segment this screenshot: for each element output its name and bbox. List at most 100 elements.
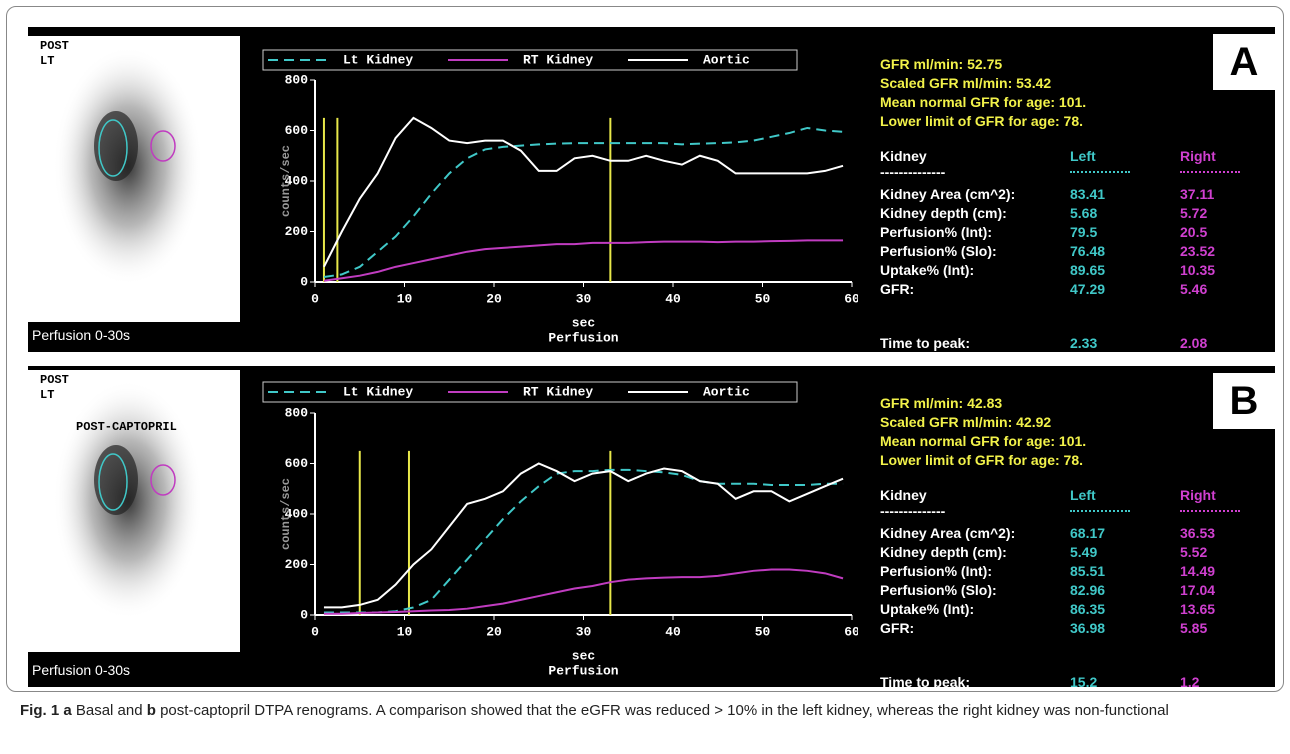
header-cell: Left bbox=[1070, 147, 1096, 165]
table-cell: Kidney depth (cm): bbox=[880, 204, 1007, 222]
table-cell: Uptake% (Int): bbox=[880, 261, 974, 279]
y-tick-label: 200 bbox=[285, 224, 309, 239]
gfr-line: Mean normal GFR for age: 101. bbox=[880, 93, 1086, 112]
header-cell: Right bbox=[1180, 486, 1216, 504]
table-cell: 17.04 bbox=[1180, 581, 1215, 599]
x-tick-label: 30 bbox=[576, 291, 592, 306]
x-tick-label: 10 bbox=[397, 624, 413, 639]
caption-b: b bbox=[147, 702, 156, 719]
table-cell: Uptake% (Int): bbox=[880, 600, 974, 618]
table-cell: 2.33 bbox=[1070, 334, 1097, 352]
divider: -------------- bbox=[880, 163, 945, 181]
table-cell: Perfusion% (Int): bbox=[880, 562, 992, 580]
divider-left bbox=[1070, 171, 1130, 173]
table-cell: 5.72 bbox=[1180, 204, 1207, 222]
caption-text: post-captopril DTPA renograms. A compari… bbox=[160, 702, 1169, 719]
legend-label: RT Kidney bbox=[523, 52, 593, 67]
chart: 02004006008000102030405060secPerfusionco… bbox=[258, 366, 858, 687]
divider-right bbox=[1180, 171, 1240, 173]
table-cell: 13.65 bbox=[1180, 600, 1215, 618]
caption-a: a bbox=[63, 702, 71, 719]
x-tick-label: 0 bbox=[311, 291, 319, 306]
scan-graphic bbox=[28, 36, 240, 322]
y-axis-label: counts/sec bbox=[279, 145, 293, 217]
series-line bbox=[324, 240, 843, 280]
table-cell: 1.2 bbox=[1180, 673, 1199, 691]
table-cell: 47.29 bbox=[1070, 280, 1105, 298]
table-cell: 86.35 bbox=[1070, 600, 1105, 618]
table-cell: 5.49 bbox=[1070, 543, 1097, 561]
gfr-line: Scaled GFR ml/min: 53.42 bbox=[880, 74, 1086, 93]
y-tick-label: 0 bbox=[300, 274, 308, 289]
table-cell: Perfusion% (Int): bbox=[880, 223, 992, 241]
caption: Fig. 1 a Basal and b post-captopril DTPA… bbox=[20, 700, 1270, 722]
gfr-line: Lower limit of GFR for age: 78. bbox=[880, 112, 1086, 131]
gfr-line: GFR ml/min: 52.75 bbox=[880, 55, 1086, 74]
chart-subtitle: Perfusion bbox=[548, 663, 618, 678]
table-cell: 85.51 bbox=[1070, 562, 1105, 580]
x-tick-label: 50 bbox=[755, 291, 771, 306]
legend-label: Lt Kidney bbox=[343, 52, 413, 67]
image-caption: Perfusion 0-30s bbox=[32, 662, 130, 678]
x-tick-label: 60 bbox=[844, 624, 858, 639]
table-cell: GFR: bbox=[880, 280, 914, 298]
series-line bbox=[324, 128, 843, 277]
image-label: POST bbox=[40, 39, 69, 54]
legend-label: Aortic bbox=[703, 52, 750, 67]
table-cell: 2.08 bbox=[1180, 334, 1207, 352]
table-cell: 10.35 bbox=[1180, 261, 1215, 279]
y-tick-label: 600 bbox=[285, 123, 309, 138]
chart: 02004006008000102030405060secPerfusionco… bbox=[258, 27, 858, 352]
x-tick-label: 40 bbox=[665, 624, 681, 639]
table-cell: Time to peak: bbox=[880, 673, 970, 691]
x-tick-label: 30 bbox=[576, 624, 592, 639]
panel-letter: A bbox=[1213, 34, 1275, 90]
image-caption: Perfusion 0-30s bbox=[32, 327, 130, 343]
divider-right bbox=[1180, 510, 1240, 512]
kidney bbox=[94, 111, 138, 181]
image-label: LT bbox=[40, 388, 54, 403]
x-tick-label: 20 bbox=[486, 624, 502, 639]
table-cell: 76.48 bbox=[1070, 242, 1105, 260]
y-tick-label: 800 bbox=[285, 72, 309, 87]
table-cell: Time to peak: bbox=[880, 334, 970, 352]
table-cell: 82.96 bbox=[1070, 581, 1105, 599]
table-cell: 68.17 bbox=[1070, 524, 1105, 542]
table-cell: 83.41 bbox=[1070, 185, 1105, 203]
divider-left bbox=[1070, 510, 1130, 512]
table-cell: 15.2 bbox=[1070, 673, 1097, 691]
gfr-line: Lower limit of GFR for age: 78. bbox=[880, 451, 1086, 470]
header-cell: Right bbox=[1180, 147, 1216, 165]
x-tick-label: 40 bbox=[665, 291, 681, 306]
table-cell: 5.85 bbox=[1180, 619, 1207, 637]
table-cell: Kidney Area (cm^2): bbox=[880, 524, 1015, 542]
table-cell: Kidney Area (cm^2): bbox=[880, 185, 1015, 203]
caption-text: Basal and bbox=[76, 702, 143, 719]
legend-label: RT Kidney bbox=[523, 384, 593, 399]
y-axis-label: counts/sec bbox=[279, 478, 293, 550]
header-cell: Left bbox=[1070, 486, 1096, 504]
series-line bbox=[324, 118, 843, 267]
table-cell: 89.65 bbox=[1070, 261, 1105, 279]
table-cell: 79.5 bbox=[1070, 223, 1097, 241]
panel-letter: B bbox=[1213, 373, 1275, 429]
gfr-line: GFR ml/min: 42.83 bbox=[880, 394, 1086, 413]
x-tick-label: 0 bbox=[311, 624, 319, 639]
x-axis-label: sec bbox=[572, 315, 596, 330]
table-cell: 20.5 bbox=[1180, 223, 1207, 241]
x-tick-label: 60 bbox=[844, 291, 858, 306]
gfr-line: Scaled GFR ml/min: 42.92 bbox=[880, 413, 1086, 432]
image-label: POST bbox=[40, 373, 69, 388]
caption-label: Fig. 1 bbox=[20, 702, 59, 719]
table-cell: 5.68 bbox=[1070, 204, 1097, 222]
page: POSTLTPerfusion 0-30s0200400600800010203… bbox=[0, 0, 1290, 754]
image-label: LT bbox=[40, 54, 54, 69]
table-cell: Perfusion% (Slo): bbox=[880, 581, 997, 599]
table-cell: 14.49 bbox=[1180, 562, 1215, 580]
table-cell: 37.11 bbox=[1180, 185, 1214, 203]
